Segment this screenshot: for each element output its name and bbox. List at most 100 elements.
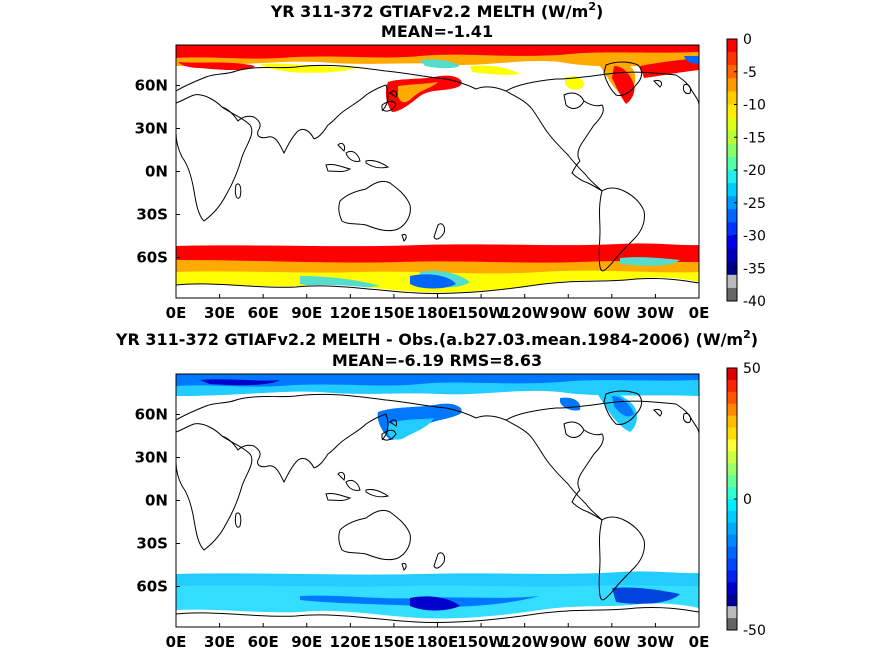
colorbar-swatch [727, 522, 737, 536]
x-tick-label: 60E [248, 304, 279, 322]
colorbar-tick-label: -50 [743, 623, 766, 639]
colorbar-swatch [727, 534, 737, 548]
x-tick-label: 30W [637, 304, 675, 322]
y-axis-2: 60N 30N 0N 30S 60S [135, 405, 180, 596]
x-tick-label: 30E [204, 633, 235, 651]
panel-1: YR 311-372 GTIAFv2.2 MELTH (W/m2) MEAN=-… [135, 0, 766, 322]
x-tick-label: 180E [417, 304, 459, 322]
colorbar-swatch [727, 65, 737, 79]
map-field-2 [176, 374, 699, 627]
x-tick-label: 90W [550, 304, 588, 322]
colorbar-swatch [727, 391, 737, 405]
x-tick-label: 180E [417, 633, 459, 651]
x-tick-label: 120W [501, 304, 549, 322]
colorbar-swatch [727, 222, 737, 236]
colorbar-swatch [727, 78, 737, 92]
y-tick-label: 60S [136, 249, 168, 267]
y-tick-label: 60N [135, 76, 168, 94]
colorbar-swatch [727, 52, 737, 66]
colorbar-tick-label: -10 [743, 98, 766, 114]
y-tick-label: 30N [135, 448, 168, 466]
colorbar-swatch [727, 287, 737, 302]
colorbar-tick-label: -40 [743, 294, 766, 310]
y-tick-label: 0N [145, 492, 168, 510]
colorbar-swatch [727, 582, 737, 595]
colorbar-swatch [727, 235, 737, 250]
colorbar-swatch [727, 130, 737, 145]
colorbar-swatch [727, 170, 737, 184]
panel-2-subtitle: MEAN=-6.19 RMS=8.63 [332, 351, 542, 370]
x-tick-label: 150E [373, 633, 415, 651]
x-tick-label: 0E [689, 304, 710, 322]
x-tick-label: 0E [166, 633, 187, 651]
panel-2-title: YR 311-372 GTIAFv2.2 MELTH - Obs.(a.b27.… [115, 328, 758, 349]
y-tick-label: 30N [135, 119, 168, 137]
colorbar-swatch [727, 499, 737, 512]
colorbar-swatch [727, 183, 737, 197]
x-tick-label: 150W [457, 304, 505, 322]
colorbar-swatch [727, 606, 737, 619]
x-tick-label: 60E [248, 633, 279, 651]
x-tick-label: 90E [291, 633, 322, 651]
map-field-1 [176, 45, 699, 298]
colorbar-2: 50 0 -50 [726, 361, 766, 639]
colorbar-swatch [727, 594, 737, 607]
colorbar-tick-label: 50 [743, 361, 761, 377]
x-tick-label: 30E [204, 304, 235, 322]
colorbar-swatch [727, 143, 737, 158]
x-tick-label: 60W [593, 304, 631, 322]
colorbar-swatch [727, 379, 737, 393]
colorbar-swatch [727, 487, 737, 500]
colorbar-swatch [727, 196, 737, 210]
panel-1-subtitle: MEAN=-1.41 [381, 22, 493, 41]
colorbar-tick-label: -25 [743, 196, 766, 212]
colorbar-1: 0 -5 -10 -15 -20 -25 -30 -35 -40 [726, 32, 766, 310]
colorbar-swatch [727, 463, 737, 476]
x-tick-label: 150W [457, 633, 505, 651]
colorbar-swatch [727, 209, 737, 223]
colorbar-swatch [727, 558, 737, 571]
x-tick-label: 120E [330, 304, 372, 322]
colorbar-swatch [727, 618, 737, 631]
colorbar-swatch [727, 570, 737, 583]
x-tick-label: 60W [593, 633, 631, 651]
colorbar-swatch [727, 403, 737, 417]
colorbar-swatch [727, 274, 737, 289]
x-tick-label: 30W [637, 633, 675, 651]
x-tick-label: 150E [373, 304, 415, 322]
y-tick-label: 30S [136, 206, 168, 224]
colorbar-swatch [727, 248, 737, 263]
x-tick-label: 90E [291, 304, 322, 322]
y-tick-label: 30S [136, 535, 168, 553]
colorbar-swatch [727, 439, 737, 452]
colorbar-swatch [727, 546, 737, 560]
colorbar-swatch [727, 91, 737, 105]
colorbar-tick-label: -20 [743, 163, 766, 179]
colorbar-swatch [727, 104, 737, 119]
panel-1-title: YR 311-372 GTIAFv2.2 MELTH (W/m2) [270, 0, 604, 21]
colorbar-tick-label: 0 [743, 32, 752, 48]
colorbar-swatch [727, 427, 737, 440]
colorbar-swatch [727, 368, 737, 381]
panel-2: YR 311-372 GTIAFv2.2 MELTH - Obs.(a.b27.… [115, 328, 766, 651]
colorbar-swatch [727, 117, 737, 132]
colorbar-tick-label: -15 [743, 130, 766, 146]
y-tick-label: 60N [135, 405, 168, 423]
x-tick-label: 0E [689, 633, 710, 651]
y-tick-label: 60S [136, 578, 168, 596]
colorbar-swatch [727, 156, 737, 171]
x-tick-label: 90W [550, 633, 588, 651]
colorbar-swatch [727, 39, 737, 53]
x-tick-label: 120E [330, 633, 372, 651]
colorbar-swatch [727, 415, 737, 429]
colorbar-swatch [727, 475, 737, 488]
colorbar-tick-label: -30 [743, 229, 766, 245]
y-axis-1: 60N 30N 0N 30S 60S [135, 76, 180, 267]
colorbar-tick-label: -35 [743, 261, 766, 277]
colorbar-tick-label: 0 [743, 492, 752, 508]
colorbar-swatch [727, 451, 737, 464]
colorbar-swatch [727, 261, 737, 276]
x-tick-label: 120W [501, 633, 549, 651]
